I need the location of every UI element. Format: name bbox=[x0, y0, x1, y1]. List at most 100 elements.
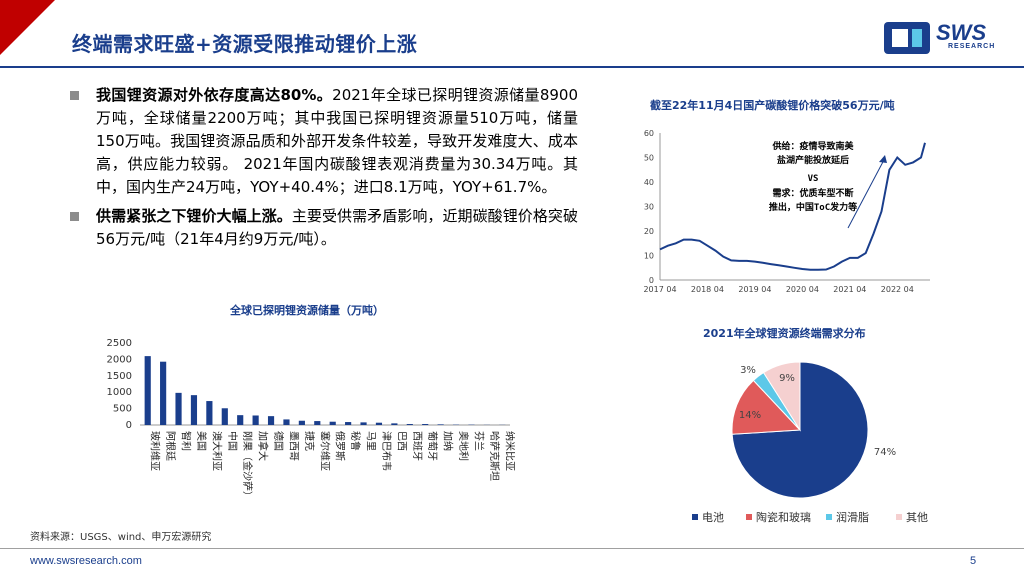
legend-swatch bbox=[826, 514, 832, 520]
x-tick-label: 塞尔维亚 bbox=[318, 431, 331, 471]
bar bbox=[360, 422, 367, 425]
line-chart-title: 截至22年11月4日国产碳酸锂价格突破56万元/吨 bbox=[650, 99, 895, 112]
y-tick-label: 1000 bbox=[107, 387, 132, 398]
y-tick-label: 0 bbox=[649, 276, 654, 285]
x-tick-label: 2022 04 bbox=[881, 285, 914, 294]
x-tick-label: 玻利维亚 bbox=[149, 431, 162, 471]
legend-label: 其他 bbox=[906, 511, 928, 524]
legend-swatch bbox=[896, 514, 902, 520]
y-tick-label: 1500 bbox=[107, 371, 132, 382]
pie-slice bbox=[762, 361, 801, 432]
x-tick-label: 巴西 bbox=[395, 431, 407, 451]
bar bbox=[237, 415, 244, 425]
x-tick-label: 智利 bbox=[180, 431, 193, 451]
logo-subtext: RESEARCH bbox=[948, 43, 996, 50]
annotation-vs: VS bbox=[807, 174, 819, 184]
x-tick-label: 澳大利亚 bbox=[210, 431, 223, 471]
bullet-square-icon bbox=[70, 212, 79, 221]
x-tick-label: 葡萄牙 bbox=[426, 431, 439, 461]
x-tick-label: 墨西哥 bbox=[287, 431, 299, 461]
bar bbox=[298, 420, 305, 425]
price-series-line bbox=[659, 142, 926, 271]
x-tick-label: 秘鲁 bbox=[349, 431, 362, 451]
x-tick-label: 阿根廷 bbox=[164, 431, 177, 461]
legend-label: 电池 bbox=[702, 511, 724, 524]
legend-label: 润滑脂 bbox=[836, 510, 869, 524]
title-divider bbox=[0, 66, 1024, 68]
footer-url-link[interactable]: www.swsresearch.com bbox=[30, 555, 142, 567]
bullet-1-heading: 我国锂资源对外依存度高达80%。 bbox=[96, 86, 333, 104]
corner-accent bbox=[0, 0, 55, 55]
x-tick-label: 2020 04 bbox=[786, 285, 819, 294]
bar bbox=[422, 424, 429, 425]
lithium-reserves-bar-chart: 0 500 1000 1500 2000 2500 玻利维亚 阿根廷 智利 美国 澳大利亚 中国 刚果（… bbox=[107, 338, 515, 501]
legend-swatch bbox=[692, 514, 698, 520]
bar bbox=[345, 422, 352, 425]
x-tick-label: 中国 bbox=[226, 431, 239, 451]
x-tick-label: 纳米比亚 bbox=[503, 431, 515, 471]
x-tick-label: 加纳 bbox=[442, 431, 455, 451]
pie-slice bbox=[731, 379, 802, 435]
y-tick-label: 500 bbox=[113, 404, 132, 415]
y-tick-label: 2000 bbox=[107, 354, 132, 365]
x-tick-label: 西班牙 bbox=[411, 431, 423, 461]
annotation-demand: 需求：优质车型不断 推出，中国ToC发力等 bbox=[768, 189, 858, 213]
bullet-list: 我国锂资源对外依存度高达80%。2021年全球已探明锂资源储量8900万吨，全球… bbox=[68, 84, 578, 257]
bullet-square-icon bbox=[70, 91, 79, 100]
x-tick-label: 马里 bbox=[365, 431, 377, 451]
x-tick-label: 2021 04 bbox=[833, 285, 866, 294]
bullet-1-text: 2021年全球已探明锂资源储量8900万吨，全球储量2200万吨；其中我国已探明… bbox=[96, 86, 578, 196]
slice-value-label: 74% bbox=[874, 447, 896, 458]
x-tick-label: 刚果（金沙萨） bbox=[241, 431, 254, 501]
sws-logo-icon bbox=[884, 22, 930, 54]
x-tick-label: 2019 04 bbox=[738, 285, 771, 294]
x-tick-label: 德国 bbox=[272, 431, 285, 451]
arrow-head-icon bbox=[879, 155, 887, 163]
slice-value-label: 3% bbox=[740, 365, 756, 376]
y-tick-label: 20 bbox=[644, 227, 654, 236]
y-tick-label: 10 bbox=[644, 252, 654, 261]
bar bbox=[437, 424, 444, 425]
footer-divider bbox=[0, 548, 1024, 549]
logo-text: SWS bbox=[936, 20, 987, 45]
bar bbox=[406, 424, 413, 425]
bar bbox=[175, 392, 182, 425]
page-title: 终端需求旺盛+资源受限推动锂价上涨 bbox=[72, 32, 418, 56]
slice-value-label: 9% bbox=[779, 373, 795, 384]
annotation-arrow bbox=[847, 157, 886, 229]
y-tick-label: 60 bbox=[644, 129, 654, 138]
x-tick-label: 2018 04 bbox=[691, 285, 724, 294]
bar bbox=[206, 401, 213, 425]
page-number: 5 bbox=[970, 555, 977, 567]
bar bbox=[267, 416, 275, 425]
pie-chart-title: 2021年全球锂资源终端需求分布 bbox=[703, 327, 866, 340]
x-tick-label: 哈萨克斯坦 bbox=[488, 431, 501, 481]
bar bbox=[160, 361, 167, 425]
bar bbox=[314, 421, 321, 425]
bar bbox=[190, 395, 198, 425]
source-note: 资料来源：USGS、wind、申万宏源研究 bbox=[30, 532, 212, 543]
x-tick-label: 美国 bbox=[195, 431, 208, 451]
legend-label: 陶瓷和玻璃 bbox=[756, 510, 811, 524]
x-tick-label: 加拿大 bbox=[257, 431, 270, 461]
bullet-item-1: 我国锂资源对外依存度高达80%。2021年全球已探明锂资源储量8900万吨，全球… bbox=[68, 84, 578, 199]
bar bbox=[252, 415, 259, 425]
x-tick-label: 芬兰 bbox=[472, 431, 485, 451]
bullet-item-2: 供需紧张之下锂价大幅上涨。主要受供需矛盾影响，近期碳酸锂价格突破56万元/吨（2… bbox=[68, 205, 578, 251]
bar bbox=[375, 422, 383, 425]
x-tick-label: 捷克 bbox=[303, 431, 316, 451]
legend-swatch bbox=[746, 514, 752, 520]
x-tick-label: 俄罗斯 bbox=[334, 431, 347, 461]
bar bbox=[221, 408, 228, 425]
y-tick-label: 50 bbox=[644, 154, 654, 163]
y-tick-label: 40 bbox=[644, 178, 654, 187]
lithium-demand-pie-chart: 74% 14% 3% 9% 电池 陶瓷和玻璃 润滑脂 其他 bbox=[692, 361, 928, 524]
y-tick-label: 30 bbox=[644, 203, 654, 212]
x-tick-label: 奥地利 bbox=[457, 431, 470, 461]
annotation-supply: 供给：疫情导致南美 盐湖产能投放延后 bbox=[772, 142, 854, 166]
bar bbox=[329, 421, 336, 425]
bullet-2-text: 主要受供需矛盾影响，近期碳酸锂价格突破56万元/吨（21年4月约9万元/吨）。 bbox=[96, 207, 578, 248]
lithium-price-line-chart: 0 10 20 30 40 50 60 2017 04 2018 04 2019 04 2020 0… bbox=[643, 129, 930, 294]
y-tick-label: 2500 bbox=[107, 338, 132, 349]
bar bbox=[283, 419, 290, 425]
